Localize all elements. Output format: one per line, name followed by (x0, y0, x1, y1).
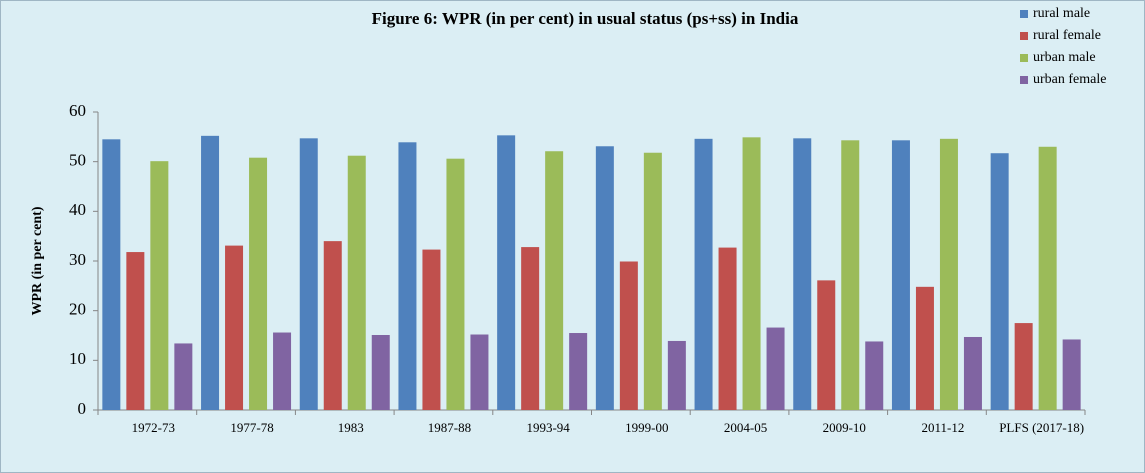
bar (174, 343, 193, 410)
bar (1014, 323, 1033, 410)
bar (865, 341, 884, 410)
legend-label: rural male (1033, 6, 1090, 21)
legend-label: urban male (1033, 50, 1096, 65)
bar (990, 153, 1009, 410)
bar (150, 161, 169, 410)
bar (891, 140, 910, 410)
x-tick-label: PLFS (2017-18) (999, 420, 1085, 435)
bar (102, 139, 121, 411)
bar (249, 157, 268, 410)
x-tick-label: 1972-73 (131, 420, 176, 435)
bar (371, 335, 390, 410)
x-tick-label: 1983 (337, 420, 364, 435)
bar (766, 327, 785, 410)
bar (273, 332, 292, 410)
legend-swatch (1020, 32, 1028, 40)
bar (694, 138, 713, 410)
bar (470, 334, 489, 410)
legend-label: rural female (1033, 28, 1101, 43)
bar (742, 137, 761, 410)
legend-swatch (1020, 54, 1028, 62)
bar (667, 340, 686, 410)
bar (963, 336, 982, 410)
bar (323, 241, 342, 410)
bar (619, 261, 638, 410)
bar (817, 280, 836, 410)
y-tick-label: 10 (69, 349, 86, 368)
bar (545, 151, 564, 410)
y-axis-label: WPR (in per cent) (30, 206, 45, 315)
legend-swatch (1020, 76, 1028, 84)
chart-title: Figure 6: WPR (in per cent) in usual sta… (372, 9, 799, 28)
bar (841, 140, 860, 410)
bar (718, 247, 737, 410)
x-tick-label: 1993-94 (526, 420, 570, 435)
bar (398, 142, 417, 410)
y-tick-label: 20 (69, 300, 86, 319)
x-tick-label: 1977-78 (230, 420, 274, 435)
x-tick-label: 2004-05 (723, 420, 768, 435)
bar (939, 138, 958, 410)
bar (643, 152, 662, 410)
x-tick-label: 2009-10 (822, 420, 866, 435)
x-tick-label: 1987-88 (427, 420, 472, 435)
bar (569, 333, 588, 410)
y-tick-label: 30 (69, 250, 86, 269)
y-tick-label: 40 (69, 200, 86, 219)
x-tick-label: 1999-00 (625, 420, 669, 435)
bar (225, 245, 244, 410)
bar (595, 146, 614, 410)
x-tick-label: 2011-12 (921, 420, 965, 435)
y-tick-label: 50 (69, 151, 86, 170)
bar (521, 247, 540, 410)
bar (347, 155, 366, 410)
bar (299, 138, 318, 410)
y-tick-label: 60 (69, 101, 86, 120)
bar (1062, 339, 1081, 410)
bar (1038, 146, 1057, 410)
bar (201, 135, 220, 410)
bar (497, 135, 516, 411)
bar (446, 158, 465, 410)
legend-label: urban female (1033, 72, 1106, 87)
legend-swatch (1020, 10, 1028, 18)
bar (915, 286, 934, 410)
bar (126, 252, 145, 410)
bar (793, 138, 812, 410)
bar (422, 249, 441, 410)
y-tick-label: 0 (78, 399, 87, 418)
